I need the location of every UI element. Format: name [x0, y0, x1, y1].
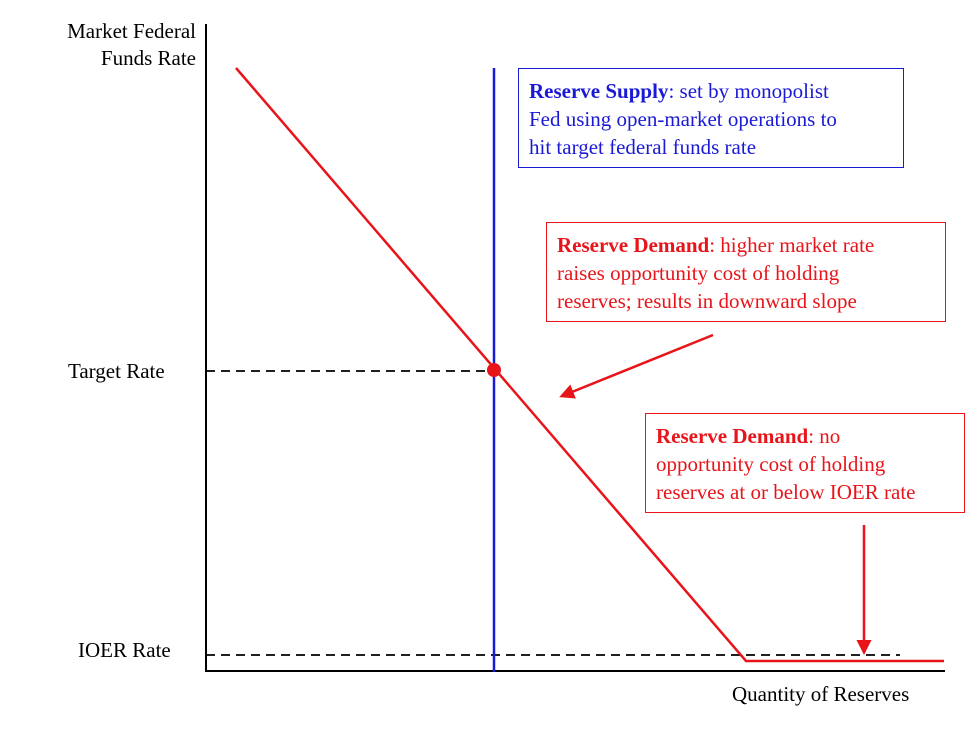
reserve-demand-slope-text2: raises opportunity cost of holding — [557, 261, 840, 285]
ioer-rate-label: IOER Rate — [78, 638, 171, 662]
reserve-demand-slope-title: Reserve Demand — [557, 233, 710, 257]
reserve-supply-title: Reserve Supply — [529, 79, 669, 103]
reserve-supply-text1: : set by monopolist — [668, 79, 829, 103]
reserve-supply-box: Reserve Supply: set by monopolist Fed us… — [518, 68, 904, 168]
reserve-demand-flat-title: Reserve Demand — [656, 424, 809, 448]
y-axis-label-line1: Market Federal — [67, 19, 196, 43]
reserve-supply-text3: hit target federal funds rate — [529, 135, 757, 159]
y-axis-label-line2: Funds Rate — [100, 46, 196, 70]
target-rate-label: Target Rate — [68, 359, 165, 383]
y-axis-label: Market Federal Funds Rate — [30, 18, 196, 72]
reserve-supply-text2: Fed using open-market operations to — [529, 107, 837, 131]
reserve-demand-curve — [235, 67, 944, 663]
reserve-demand-slope-text1: : higher market rate — [709, 233, 875, 257]
equilibrium-point — [487, 363, 501, 377]
demand-slope-arrow — [559, 333, 714, 399]
reserve-demand-flat-text1: : no — [808, 424, 841, 448]
reserve-demand-flat-text3: reserves at or below IOER rate — [656, 480, 916, 504]
x-axis-label: Quantity of Reserves — [732, 682, 910, 706]
reserve-demand-slope-box: Reserve Demand: higher market rate raise… — [546, 222, 946, 322]
reserve-demand-flat-box: Reserve Demand: no opportunity cost of h… — [645, 413, 965, 513]
reserve-demand-flat-text2: opportunity cost of holding — [656, 452, 886, 476]
reserve-demand-slope-text3: reserves; results in downward slope — [557, 289, 857, 313]
